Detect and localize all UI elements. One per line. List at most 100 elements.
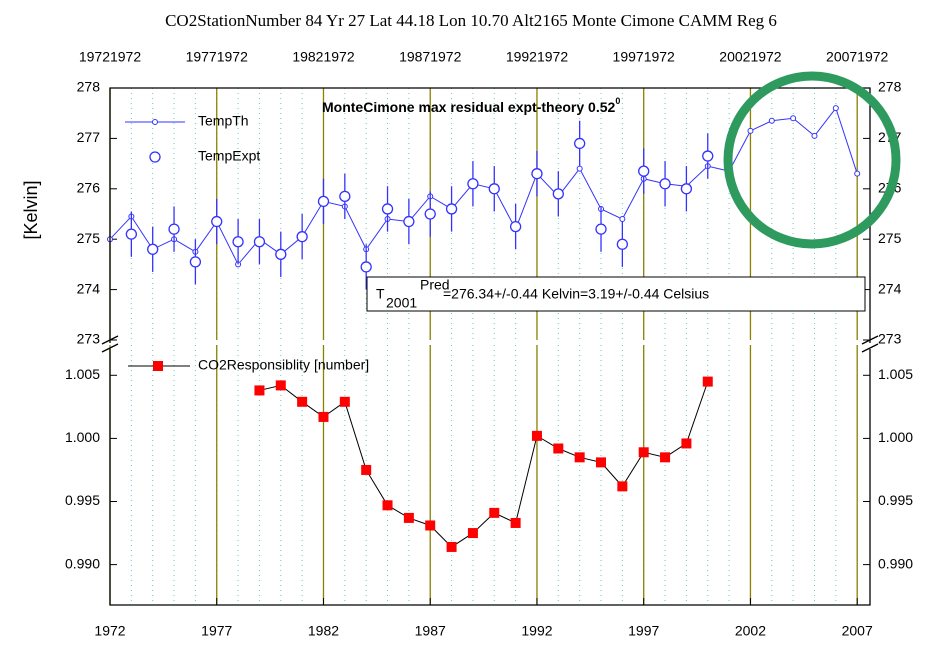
expt-point — [680, 183, 693, 195]
x-tick-label: 1972 — [94, 623, 125, 639]
annotation: MonteCimone max residual expt-theory 0.5… — [322, 96, 620, 114]
plot-frame — [109, 87, 871, 606]
top-tick-label: 19871972 — [399, 49, 462, 65]
y-tick-label: 275 — [77, 230, 101, 246]
theory-point — [576, 165, 583, 172]
expt-point — [275, 248, 287, 260]
axis-break — [101, 335, 119, 353]
y-tick-label-right: 1.000 — [878, 429, 913, 445]
legend-label: CO2Responsiblity [number] — [198, 357, 369, 373]
co2-point — [681, 438, 692, 449]
expt-point — [339, 190, 351, 203]
co2-point — [382, 500, 393, 511]
legend-label: TempTh — [198, 113, 249, 129]
y-tick-label: 1.000 — [65, 429, 100, 445]
expt-point — [317, 195, 330, 208]
top-tick-label: 19921972 — [506, 49, 569, 65]
expt-point — [189, 256, 202, 268]
y-tick-label-right: 274 — [878, 280, 902, 296]
top-tick-label: 20071972 — [826, 49, 889, 65]
y-tick-label-right: 0.995 — [878, 492, 913, 508]
x-tick-label: 2007 — [842, 623, 873, 639]
expt-point — [253, 236, 266, 248]
expt-point — [659, 178, 671, 190]
box-text: =276.34+/-0.44 Kelvin=3.19+/-0.44 Celsiu… — [443, 286, 709, 302]
theory-point — [747, 127, 754, 134]
legend-label: TempExpt — [198, 148, 260, 164]
expt-point — [424, 208, 436, 220]
x-tick-label: 1992 — [521, 623, 552, 639]
expt-point — [467, 178, 479, 190]
co2-point — [361, 464, 372, 475]
theory-point — [854, 170, 861, 177]
co2-point — [702, 376, 713, 387]
co2-point — [531, 430, 542, 441]
x-tick-label: 1977 — [201, 623, 232, 639]
expt-point — [125, 228, 137, 240]
theory-point — [811, 132, 818, 139]
chart-title: CO2StationNumber 84 Yr 27 Lat 44.18 Lon … — [165, 11, 777, 30]
legend-marker — [149, 151, 161, 163]
y-tick-label: 0.990 — [65, 555, 100, 571]
box-sub: 2001 — [386, 295, 417, 311]
theory-point — [790, 115, 797, 122]
y-tick-label-right: 275 — [878, 230, 902, 246]
co2-point — [446, 541, 457, 552]
theory-point — [768, 117, 775, 124]
y-tick-label-right: 1.005 — [878, 366, 913, 382]
expt-point — [232, 236, 244, 248]
co2-point — [467, 528, 478, 539]
expt-point — [531, 168, 543, 180]
y-tick-label: 277 — [77, 129, 101, 145]
expt-point — [574, 137, 586, 150]
top-tick-label: 19721972 — [79, 49, 142, 65]
expt-point — [702, 150, 714, 162]
y-tick-label: 273 — [77, 331, 101, 347]
theory-point — [832, 105, 839, 112]
y-tick-label: 0.995 — [65, 492, 100, 508]
co2-point — [489, 507, 500, 518]
expt-point — [488, 183, 500, 195]
top-tick-label: 19821972 — [292, 49, 355, 65]
expt-point — [509, 220, 522, 233]
expt-point — [168, 223, 180, 235]
co2-point — [425, 520, 436, 531]
co2-point — [553, 443, 564, 454]
y-axis-label: [Kelvin] — [21, 180, 41, 239]
expt-point — [445, 203, 458, 215]
expt-point — [147, 243, 159, 255]
co2-point — [638, 447, 649, 458]
x-tick-label: 1987 — [415, 623, 446, 639]
x-tick-label: 1982 — [308, 623, 339, 639]
y-tick-label-right: 273 — [878, 331, 902, 347]
legend-marker — [153, 361, 163, 371]
co2-point — [510, 517, 521, 528]
expt-point — [211, 215, 223, 228]
box-t: T — [376, 286, 385, 302]
y-tick-label-right: 278 — [878, 79, 902, 95]
series-line — [259, 381, 709, 548]
expt-point — [616, 238, 629, 250]
axis-break — [861, 335, 879, 353]
box-sup: Pred — [420, 277, 450, 293]
series-line — [109, 107, 858, 266]
co2-point — [617, 481, 628, 492]
expt-point — [381, 203, 394, 215]
y-tick-label: 278 — [77, 79, 101, 95]
annotation-sup: 0 — [615, 96, 620, 106]
annotation-text: MonteCimone max residual expt-theory 0.5… — [322, 99, 616, 115]
expt-point — [595, 223, 607, 235]
top-tick-label: 19971972 — [613, 49, 676, 65]
top-tick-label: 20021972 — [719, 49, 782, 65]
expt-point — [360, 261, 372, 273]
co2-point — [574, 452, 585, 463]
co2-point — [660, 452, 671, 463]
legend-marker — [152, 119, 158, 125]
top-tick-label: 19771972 — [186, 49, 249, 65]
highlight-circle — [723, 71, 901, 249]
co2-point — [403, 512, 414, 523]
co2-point — [318, 411, 329, 422]
y-tick-label: 274 — [77, 280, 101, 296]
expt-point — [552, 188, 564, 200]
